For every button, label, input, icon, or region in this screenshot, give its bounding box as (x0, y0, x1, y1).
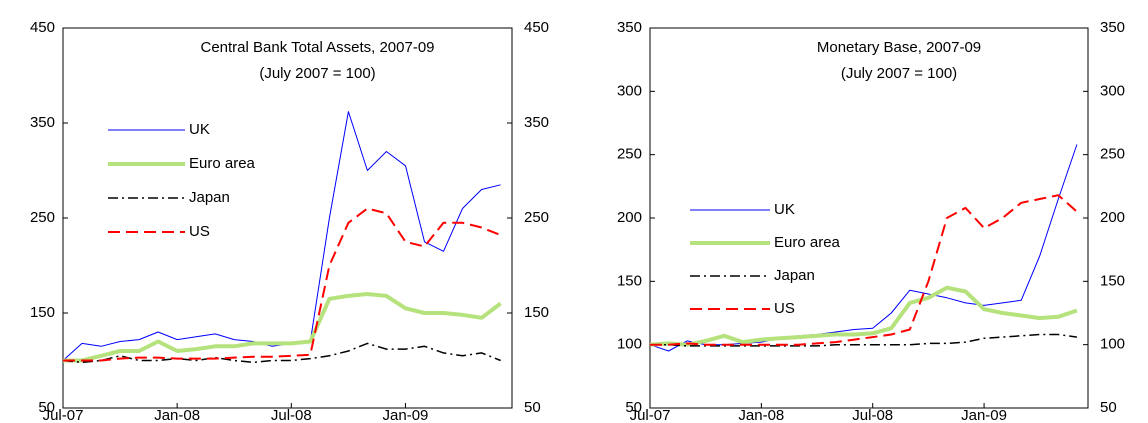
series-line (649, 144, 1078, 352)
legend-label: Japan (189, 189, 230, 206)
y2-tick-label: 250 (1100, 146, 1125, 163)
y2-tick-label: 150 (1100, 272, 1125, 289)
y-tick-label: 250 (30, 209, 55, 226)
y2-tick-label: 350 (524, 114, 549, 131)
legend-label: US (774, 300, 795, 317)
y2-tick-label: 350 (1100, 19, 1125, 36)
legend-label: US (189, 223, 210, 240)
y2-tick-label: 100 (1100, 336, 1125, 353)
y2-tick-label: 50 (1100, 399, 1117, 416)
y-tick-label: 200 (617, 209, 642, 226)
series-line (62, 111, 501, 361)
series-line (63, 207, 501, 362)
chart-subtitle: (July 2007 = 100) (259, 65, 375, 82)
y-tick-label: 450 (30, 19, 55, 36)
x-tick-label: Jul-08 (271, 407, 312, 423)
x-tick-label: Jan-08 (738, 407, 784, 423)
y2-tick-label: 50 (524, 399, 541, 416)
series-line (63, 292, 502, 363)
x-tick-label: Jul-08 (852, 407, 893, 423)
y2-tick-label: 300 (1100, 82, 1125, 99)
chart-subtitle: (July 2007 = 100) (841, 65, 957, 82)
y2-tick-label: 200 (1100, 209, 1125, 226)
y-tick-label: 100 (617, 336, 642, 353)
y-tick-label: 150 (617, 272, 642, 289)
series-line (62, 342, 501, 364)
y-tick-label: 300 (617, 82, 642, 99)
series-line (649, 285, 1078, 347)
y-tick-label: 50 (38, 399, 55, 416)
y2-tick-label: 250 (524, 209, 549, 226)
y2-tick-label: 150 (524, 304, 549, 321)
y-tick-label: 250 (617, 146, 642, 163)
legend-label: UK (189, 121, 210, 138)
x-tick-label: Jul-07 (630, 407, 671, 423)
x-tick-label: Jan-08 (154, 407, 200, 423)
chart-title: Central Bank Total Assets, 2007-09 (200, 39, 434, 56)
legend-label: Euro area (189, 155, 256, 172)
legend-label: UK (774, 201, 795, 218)
legend-label: Japan (774, 267, 815, 284)
plot-frame (649, 27, 1089, 409)
series-line (650, 194, 1078, 346)
legend-label: Euro area (774, 234, 841, 251)
x-tick-label: Jan-09 (383, 407, 429, 423)
y-tick-label: 50 (625, 399, 642, 416)
y-tick-label: 150 (30, 304, 55, 321)
y-tick-label: 350 (30, 114, 55, 131)
x-tick-label: Jan-09 (961, 407, 1007, 423)
y2-tick-label: 450 (524, 19, 549, 36)
x-tick-label: Jul-07 (43, 407, 84, 423)
chart-title: Monetary Base, 2007-09 (817, 39, 981, 56)
y-tick-label: 350 (617, 19, 642, 36)
